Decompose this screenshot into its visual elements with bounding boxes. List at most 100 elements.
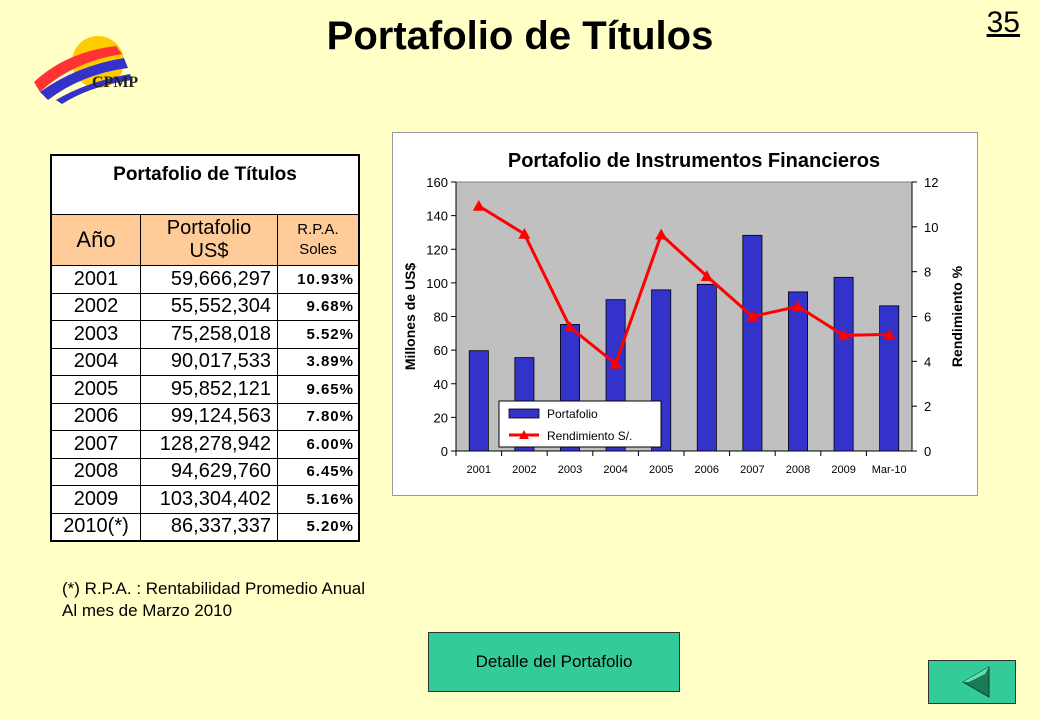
cell-year: 2004 xyxy=(50,347,141,376)
bar-portafolio xyxy=(468,350,489,452)
cell-rpa: 6.00% xyxy=(277,430,360,459)
cpmp-logo xyxy=(26,22,166,112)
x-tick-label: 2009 xyxy=(831,464,855,476)
chart-container: Portafolio de Instrumentos Financieros 0 2… xyxy=(392,132,978,496)
cell-year: 2006 xyxy=(50,402,141,431)
cell-portfolio: 55,552,304 xyxy=(140,292,278,321)
chart-title: Portafolio de Instrumentos Financieros xyxy=(508,150,880,172)
point-rendimiento xyxy=(564,321,576,333)
cell-portfolio: 95,852,121 xyxy=(140,375,278,404)
cell-portfolio: 99,124,563 xyxy=(140,402,278,431)
cell-year: 2009 xyxy=(50,485,141,514)
y-tick-label-right: 12 xyxy=(924,175,938,190)
bar-portafolio xyxy=(833,276,854,452)
x-tick-label: 2006 xyxy=(695,464,719,476)
portfolio-table: Portafolio de Títulos Año Portafolio US$… xyxy=(50,154,360,542)
y-axis-label-right: Rendimiento % xyxy=(949,265,965,367)
cell-year: 2001 xyxy=(50,265,141,294)
point-rendimiento xyxy=(746,310,759,322)
table-row: 2003 75,258,018 5.52% xyxy=(50,320,360,349)
y-tick-label-right: 10 xyxy=(924,220,938,235)
legend-marker-rendimiento xyxy=(519,430,529,439)
cell-rpa: 6.45% xyxy=(277,457,360,486)
table-row: 2009 103,304,402 5.16% xyxy=(50,485,360,514)
point-rendimiento xyxy=(518,228,531,239)
y-tick-label-left: 0 xyxy=(441,444,448,459)
page-number: 35 xyxy=(986,6,1020,39)
combo-chart: Portafolio de Instrumentos Financieros 0 2… xyxy=(402,150,965,476)
table-row: 2010(*) 86,337,337 5.20% xyxy=(50,512,360,542)
x-tick-label: 2008 xyxy=(786,464,810,476)
cell-rpa: 5.52% xyxy=(277,320,360,349)
table-header-row: Año Portafolio US$ R.P.A. Soles xyxy=(50,214,360,266)
y-tick-label-left: 140 xyxy=(426,209,448,224)
table-row: 2006 99,124,563 7.80% xyxy=(50,402,360,431)
x-tick-label: 2004 xyxy=(603,464,627,476)
cell-rpa: 10.93% xyxy=(277,265,360,294)
cell-portfolio: 59,666,297 xyxy=(140,265,278,294)
y-axis-label-left: Millones de US$ xyxy=(402,263,418,371)
y-tick-label-right: 6 xyxy=(924,310,931,325)
point-rendimiento xyxy=(700,270,713,281)
point-rendimiento xyxy=(792,300,804,312)
bar-portafolio xyxy=(788,291,808,452)
cell-rpa: 7.80% xyxy=(277,402,360,431)
y-tick-label-left: 20 xyxy=(434,410,448,425)
y-tick-label-left: 100 xyxy=(426,276,448,291)
legend-label-portafolio: Portafolio xyxy=(547,407,598,421)
cell-year: 2008 xyxy=(50,457,141,486)
cell-portfolio: 75,258,018 xyxy=(140,320,278,349)
x-tick-label: 2003 xyxy=(558,464,582,476)
y-tick-label-left: 40 xyxy=(434,377,448,392)
x-tick-label: 2007 xyxy=(740,464,764,476)
y-tick-label-left: 60 xyxy=(434,343,448,358)
cell-year: 2003 xyxy=(50,320,141,349)
cell-rpa: 3.89% xyxy=(277,347,360,376)
cell-rpa: 9.68% xyxy=(277,292,360,321)
y-tick-label-left: 160 xyxy=(426,175,448,190)
x-tick-label: Mar-10 xyxy=(872,464,907,476)
y-tick-label-left: 80 xyxy=(434,310,448,325)
logo-text: CPMP xyxy=(92,74,139,91)
detail-portfolio-button[interactable]: Detalle del Portafolio xyxy=(428,632,680,692)
y-tick-label-right: 8 xyxy=(924,265,931,280)
cell-year: 2007 xyxy=(50,430,141,459)
cell-rpa: 5.20% xyxy=(277,512,360,542)
y-tick-label-right: 4 xyxy=(924,354,931,369)
cell-rpa: 9.65% xyxy=(277,375,360,404)
triangle-left-icon xyxy=(961,666,990,698)
y-tick-label-left: 120 xyxy=(426,242,448,257)
cell-portfolio: 128,278,942 xyxy=(140,430,278,459)
header-rpa: R.P.A. Soles xyxy=(277,214,360,266)
footnote: (*) R.P.A. : Rentabilidad Promedio Anual… xyxy=(62,578,365,622)
header-portfolio: Portafolio US$ xyxy=(140,214,278,266)
legend-label-rendimiento: Rendimiento S/. xyxy=(547,429,632,443)
point-rendimiento xyxy=(837,329,850,341)
point-rendimiento xyxy=(472,199,485,211)
cell-portfolio: 90,017,533 xyxy=(140,347,278,376)
cell-portfolio: 94,629,760 xyxy=(140,457,278,486)
table-row: 2007 128,278,942 6.00% xyxy=(50,430,360,459)
page-title: Portafolio de Títulos xyxy=(326,14,714,58)
table-title: Portafolio de Títulos xyxy=(50,154,360,215)
y-tick-label-right: 0 xyxy=(924,444,931,459)
table-row: 2001 59,666,297 10.93% xyxy=(50,265,360,294)
back-button[interactable] xyxy=(928,660,1016,704)
header-rpa-line1: R.P.A. xyxy=(297,221,339,238)
table-row: 2008 94,629,760 6.45% xyxy=(50,457,360,486)
bar-portafolio xyxy=(742,234,763,452)
bar-portafolio xyxy=(879,305,900,452)
table-row: 2005 95,852,121 9.65% xyxy=(50,375,360,404)
legend-swatch-portafolio xyxy=(508,408,540,419)
footnote-line1: (*) R.P.A. : Rentabilidad Promedio Anual xyxy=(62,579,366,598)
table-row: 2002 55,552,304 9.68% xyxy=(50,292,360,321)
point-rendimiento xyxy=(883,328,896,340)
cell-portfolio: 86,337,337 xyxy=(140,512,278,542)
cell-year: 2002 xyxy=(50,292,141,321)
table-row: 2004 90,017,533 3.89% xyxy=(50,347,360,376)
header-year: Año xyxy=(50,214,141,266)
header-portfolio-line2: US$ xyxy=(189,240,229,262)
bar-portafolio xyxy=(696,283,717,452)
footnote-line2: Al mes de Marzo 2010 xyxy=(62,601,233,620)
cell-rpa: 5.16% xyxy=(277,485,360,514)
